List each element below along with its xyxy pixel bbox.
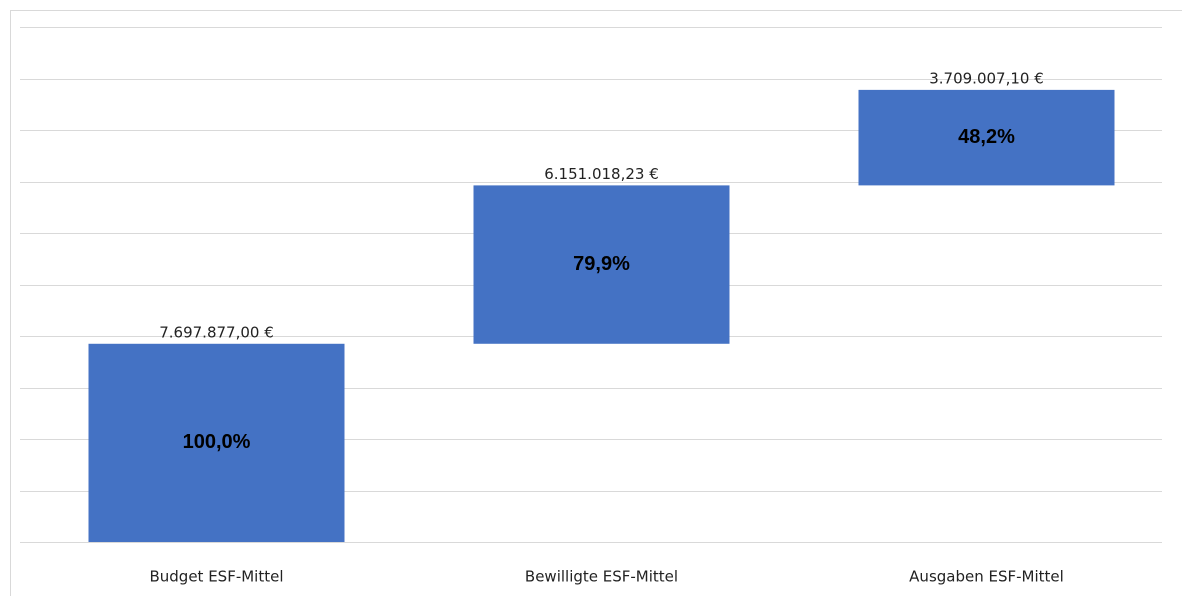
x-tick-label: Budget ESF-Mittel (149, 568, 283, 586)
value-label: 6.151.018,23 € (544, 165, 659, 183)
bar (473, 185, 730, 344)
x-tick-label: Bewilligte ESF-Mittel (525, 568, 678, 586)
chart-frame (10, 10, 1182, 596)
bar (88, 343, 345, 542)
percent-label: 100,0% (183, 431, 251, 453)
x-tick-label: Ausgaben ESF-Mittel (909, 568, 1064, 586)
percent-label: 79,9% (573, 253, 630, 275)
value-label: 7.697.877,00 € (159, 323, 274, 341)
bar (858, 89, 1115, 186)
percent-label: 48,2% (958, 126, 1015, 148)
value-label: 3.709.007,10 € (929, 69, 1044, 87)
